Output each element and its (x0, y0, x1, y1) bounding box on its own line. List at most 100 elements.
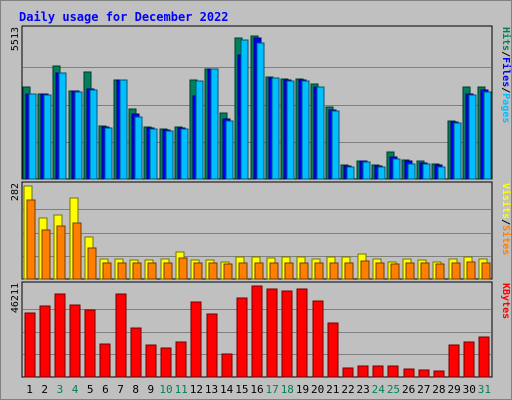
top-bar-pages (483, 91, 492, 180)
x-tick-label: 26 (402, 383, 415, 396)
top-bar-pages (271, 77, 280, 180)
top-bar-pages (58, 72, 67, 180)
x-tick-label: 28 (432, 383, 445, 396)
x-tick-label: 29 (447, 383, 460, 396)
top-bar-pages (119, 79, 128, 180)
bottom-bar-kbytes (433, 370, 445, 378)
bottom-bar-kbytes (145, 344, 157, 378)
bottom-bar-kbytes (190, 301, 202, 378)
x-tick-label: 14 (220, 383, 234, 396)
bottom-bar-kbytes (39, 305, 51, 378)
legend-separator: / (500, 51, 511, 57)
x-tick-label: 1 (26, 383, 33, 396)
bottom-bar-kbytes (54, 293, 66, 378)
x-tick-label: 12 (190, 383, 203, 396)
x-tick-label: 27 (417, 383, 430, 396)
x-tick-label: 8 (132, 383, 139, 396)
top-bar-pages (165, 130, 174, 180)
top-bar-pages (28, 93, 37, 180)
bottom-bar-kbytes (418, 369, 430, 378)
x-tick-label: 9 (148, 383, 155, 396)
x-tick-label: 4 (72, 383, 79, 396)
x-tick-label: 31 (478, 383, 491, 396)
top-bar-pages (43, 94, 52, 180)
middle-legend: Visits/Sites (500, 183, 511, 255)
x-tick-label: 10 (159, 383, 172, 396)
x-tick-label: 24 (372, 383, 386, 396)
bottom-bar-kbytes (327, 322, 339, 378)
middle-bar-sites (163, 262, 173, 280)
bottom-bar-kbytes (251, 285, 263, 378)
bottom-bar-kbytes (69, 304, 81, 378)
bottom-bar-kbytes (24, 312, 36, 378)
legend-files: Files (500, 57, 511, 87)
middle-bar-sites (87, 247, 97, 280)
top-bar-pages (301, 80, 310, 180)
top-bar-pages (437, 166, 446, 180)
top-ymax-label: 5513 (10, 27, 21, 51)
legend-sites: Sites (500, 225, 511, 255)
middle-bar-sites (41, 229, 51, 280)
top-bar-pages (392, 158, 401, 180)
bottom-bar-kbytes (463, 341, 475, 378)
bottom-bar-kbytes (236, 297, 248, 378)
middle-bar-sites (132, 262, 142, 280)
x-tick-label: 19 (296, 383, 309, 396)
chart-title: Daily usage for December 2022 (19, 10, 229, 24)
middle-bar-sites (314, 262, 324, 280)
bottom-bar-kbytes (296, 288, 308, 378)
legend-separator: / (500, 87, 511, 93)
bottom-bar-kbytes (221, 353, 233, 378)
middle-bar-sites (26, 199, 36, 280)
top-bar-pages (453, 122, 462, 180)
middle-bar-sites (435, 263, 445, 280)
bottom-bar-kbytes (281, 290, 293, 378)
top-legend: Hits/Files/Pages (500, 27, 511, 123)
x-tick-label: 3 (57, 383, 64, 396)
middle-bar-sites (375, 262, 385, 280)
legend-hits: Hits (500, 27, 511, 51)
middle-bar-sites (238, 262, 248, 280)
middle-bar-sites (147, 262, 157, 280)
middle-bar-sites (193, 262, 203, 280)
top-bar-pages (468, 94, 477, 180)
top-bar-pages (362, 161, 371, 180)
legend-kbytes: KBytes (500, 283, 511, 319)
bottom-bar-kbytes (448, 344, 460, 378)
bottom-bar-kbytes (266, 288, 278, 378)
middle-bar-sites (390, 263, 400, 280)
top-bar-pages (134, 116, 143, 180)
x-tick-label: 25 (387, 383, 400, 396)
x-tick-label: 5 (87, 383, 94, 396)
top-bar-pages (74, 91, 83, 180)
middle-bar-sites (223, 263, 233, 280)
x-tick-label: 18 (281, 383, 294, 396)
middle-bar-sites (481, 262, 491, 280)
bottom-ymax-label: 46211 (10, 283, 21, 313)
middle-bar-sites (254, 262, 264, 280)
bottom-bar-kbytes (342, 367, 354, 378)
x-tick-label: 6 (102, 383, 109, 396)
x-tick-label: 20 (311, 383, 324, 396)
top-bar-pages (377, 166, 386, 180)
bottom-bar-kbytes (84, 309, 96, 378)
top-bar-pages (256, 42, 265, 180)
x-tick-label: 16 (250, 383, 263, 396)
middle-ymax-label: 282 (10, 183, 21, 201)
legend-visits: Visits (500, 183, 511, 219)
bottom-bar-kbytes (387, 365, 399, 378)
x-tick-label: 15 (235, 383, 248, 396)
top-bar-pages (346, 166, 355, 180)
middle-bar-sites (420, 262, 430, 280)
middle-bar-sites (344, 262, 354, 280)
middle-bar-sites (178, 257, 188, 280)
bottom-bar-kbytes (130, 327, 142, 378)
x-tick-label: 11 (175, 383, 188, 396)
bottom-bar-kbytes (160, 347, 172, 378)
x-tick-labels: 1 2 3 4 5 6 7 8 9 10 11 12 13 14 15 16 17 18 19 20 21 22 23 24 2… (26, 383, 491, 396)
top-bar-pages (407, 163, 416, 180)
bottom-legend: KBytes (500, 283, 511, 319)
